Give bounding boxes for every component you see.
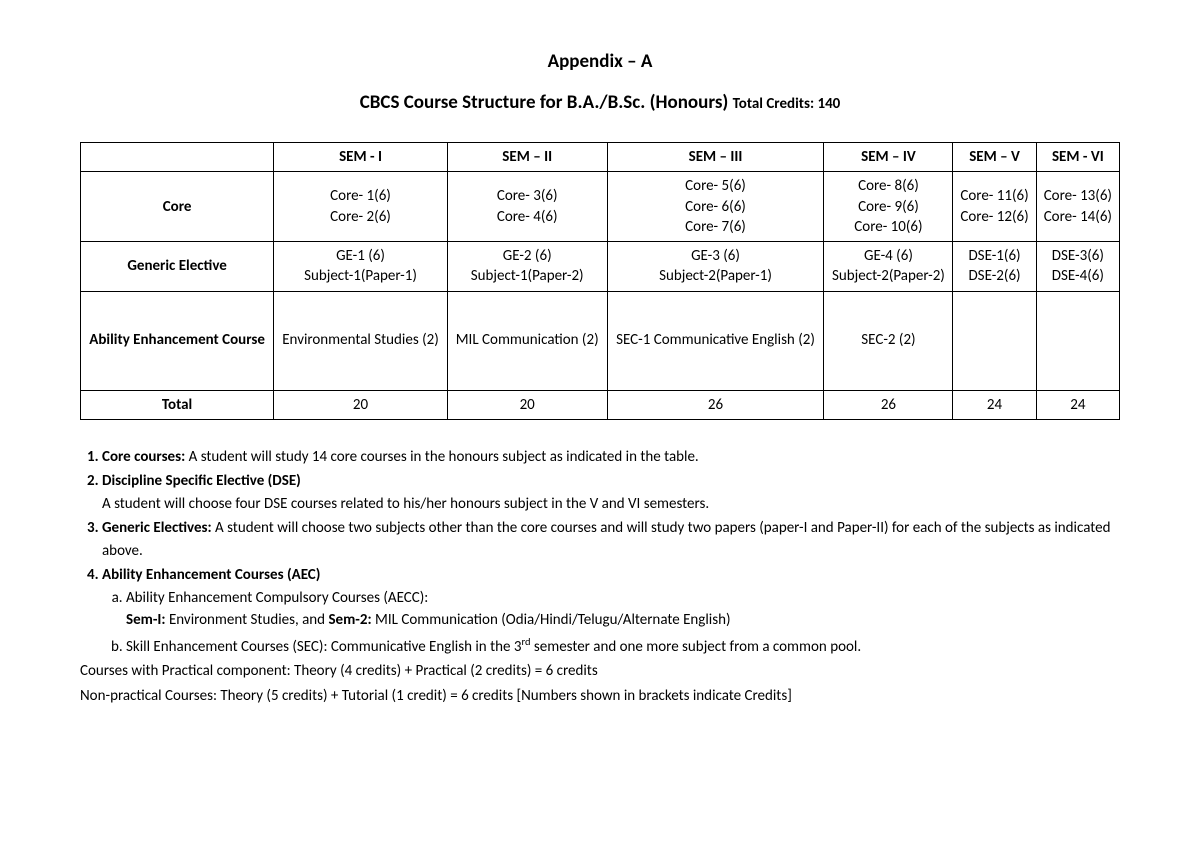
note-aecc-title: Ability Enhancement Compulsory Courses (… — [126, 589, 428, 607]
table-cell — [1036, 291, 1119, 390]
table-cell: 20 — [447, 390, 607, 419]
document-title: CBCS Course Structure for B.A./B.Sc. (Ho… — [80, 91, 1120, 114]
table-cell: Core- 8(6)Core- 9(6)Core- 10(6) — [824, 172, 953, 242]
table-cell: 26 — [607, 390, 824, 419]
table-cell: 20 — [274, 390, 448, 419]
header-sem: SEM - I — [274, 143, 448, 172]
header-sem: SEM – V — [953, 143, 1036, 172]
table-cell: Core- 1(6)Core- 2(6) — [274, 172, 448, 242]
note-core: Core courses: A student will study 14 co… — [102, 446, 1120, 469]
table-row: Ability Enhancement CourseEnvironmental … — [81, 291, 1120, 390]
table-cell: 24 — [953, 390, 1036, 419]
table-cell: Environmental Studies (2) — [274, 291, 448, 390]
footer-practical: Courses with Practical component: Theory… — [80, 660, 1120, 683]
table-cell: MIL Communication (2) — [447, 291, 607, 390]
table-cell — [953, 291, 1036, 390]
note-ge-text: A student will choose two subjects other… — [102, 519, 1110, 560]
note-aec-label: Ability Enhancement Courses (AEC) — [102, 566, 320, 584]
note-ge-label: Generic Electives: — [102, 519, 215, 537]
sem2-label: Sem-2: — [328, 611, 375, 629]
note-dse-label: Discipline Specific Elective (DSE) — [102, 472, 301, 490]
note-aec: Ability Enhancement Courses (AEC) Abilit… — [102, 564, 1120, 658]
table-row: Generic ElectiveGE-1 (6)Subject-1(Paper-… — [81, 242, 1120, 292]
note-dse-text: A student will choose four DSE courses r… — [102, 493, 1120, 516]
sem1-text: Environment Studies, and — [169, 611, 328, 629]
row-label: Total — [81, 390, 274, 419]
table-cell: 26 — [824, 390, 953, 419]
note-core-label: Core courses: — [102, 448, 189, 466]
aec-sublist: Ability Enhancement Compulsory Courses (… — [126, 587, 1120, 659]
table-cell: GE-3 (6)Subject-2(Paper-1) — [607, 242, 824, 292]
table-cell: GE-1 (6)Subject-1(Paper-1) — [274, 242, 448, 292]
note-aecc: Ability Enhancement Compulsory Courses (… — [126, 587, 1120, 632]
footer-nonpractical: Non-practical Courses: Theory (5 credits… — [80, 685, 1120, 708]
table-cell: DSE-3(6)DSE-4(6) — [1036, 242, 1119, 292]
header-blank — [81, 143, 274, 172]
row-label: Core — [81, 172, 274, 242]
notes-list: Core courses: A student will study 14 co… — [102, 446, 1120, 659]
header-sem: SEM – IV — [824, 143, 953, 172]
table-row: CoreCore- 1(6)Core- 2(6)Core- 3(6)Core- … — [81, 172, 1120, 242]
appendix-title: Appendix – A — [80, 50, 1120, 73]
table-cell: DSE-1(6)DSE-2(6) — [953, 242, 1036, 292]
note-sec-post: semester and one more subject from a com… — [530, 638, 861, 656]
table-cell: Core- 3(6)Core- 4(6) — [447, 172, 607, 242]
table-cell: Core- 11(6)Core- 12(6) — [953, 172, 1036, 242]
table-row: Total202026262424 — [81, 390, 1120, 419]
course-structure-table: SEM - ISEM – IISEM – IIISEM – IVSEM – VS… — [80, 142, 1120, 420]
table-cell: GE-2 (6)Subject-1(Paper-2) — [447, 242, 607, 292]
row-label: Ability Enhancement Course — [81, 291, 274, 390]
table-cell: GE-4 (6)Subject-2(Paper-2) — [824, 242, 953, 292]
note-sec: Skill Enhancement Courses (SEC): Communi… — [126, 634, 1120, 659]
note-core-text: A student will study 14 core courses in … — [189, 448, 699, 466]
table-header-row: SEM - ISEM – IISEM – IIISEM – IVSEM – VS… — [81, 143, 1120, 172]
note-dse: Discipline Specific Elective (DSE) A stu… — [102, 470, 1120, 515]
sem2-text: MIL Communication (Odia/Hindi/Telugu/Alt… — [375, 611, 731, 629]
note-sec-pre: Skill Enhancement Courses (SEC): Communi… — [126, 638, 521, 656]
table-cell: 24 — [1036, 390, 1119, 419]
table-cell: SEC-1 Communicative English (2) — [607, 291, 824, 390]
note-ge: Generic Electives: A student will choose… — [102, 517, 1120, 562]
header-sem: SEM – II — [447, 143, 607, 172]
title-main: CBCS Course Structure for B.A./B.Sc. (Ho… — [360, 91, 733, 114]
table-cell: Core- 13(6)Core- 14(6) — [1036, 172, 1119, 242]
table-cell: SEC-2 (2) — [824, 291, 953, 390]
row-label: Generic Elective — [81, 242, 274, 292]
sem1-label: Sem-I: — [126, 611, 169, 629]
note-aecc-sems: Sem-I: Environment Studies, and Sem-2: M… — [126, 609, 1120, 632]
header-sem: SEM – III — [607, 143, 824, 172]
title-credits: Total Credits: 140 — [733, 95, 841, 113]
header-sem: SEM - VI — [1036, 143, 1119, 172]
table-cell: Core- 5(6)Core- 6(6)Core- 7(6) — [607, 172, 824, 242]
